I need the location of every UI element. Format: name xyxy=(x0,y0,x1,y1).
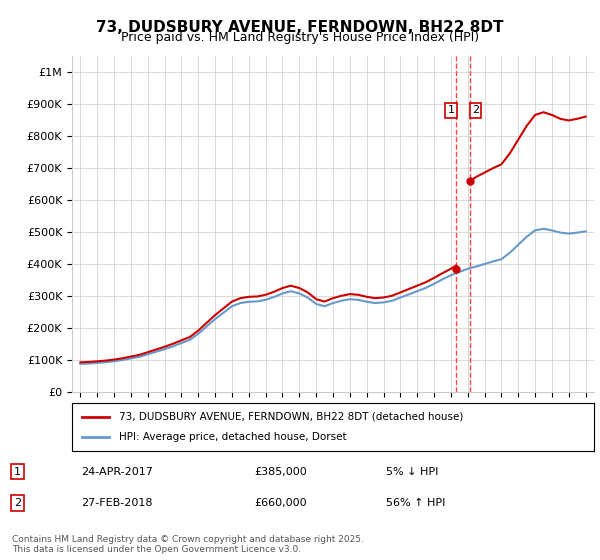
Text: 2: 2 xyxy=(14,498,22,508)
Text: £660,000: £660,000 xyxy=(254,498,307,508)
Text: 1: 1 xyxy=(448,105,455,115)
Text: Contains HM Land Registry data © Crown copyright and database right 2025.
This d: Contains HM Land Registry data © Crown c… xyxy=(12,535,364,554)
Text: HPI: Average price, detached house, Dorset: HPI: Average price, detached house, Dors… xyxy=(119,432,347,442)
Text: 2: 2 xyxy=(472,105,479,115)
Text: 1: 1 xyxy=(14,466,21,477)
Text: 73, DUDSBURY AVENUE, FERNDOWN, BH22 8DT: 73, DUDSBURY AVENUE, FERNDOWN, BH22 8DT xyxy=(96,20,504,35)
Text: £385,000: £385,000 xyxy=(254,466,307,477)
Text: 24-APR-2017: 24-APR-2017 xyxy=(81,466,153,477)
Text: 5% ↓ HPI: 5% ↓ HPI xyxy=(386,466,439,477)
Text: 73, DUDSBURY AVENUE, FERNDOWN, BH22 8DT (detached house): 73, DUDSBURY AVENUE, FERNDOWN, BH22 8DT … xyxy=(119,412,463,422)
Text: 27-FEB-2018: 27-FEB-2018 xyxy=(81,498,152,508)
Text: Price paid vs. HM Land Registry's House Price Index (HPI): Price paid vs. HM Land Registry's House … xyxy=(121,31,479,44)
Text: 56% ↑ HPI: 56% ↑ HPI xyxy=(386,498,446,508)
